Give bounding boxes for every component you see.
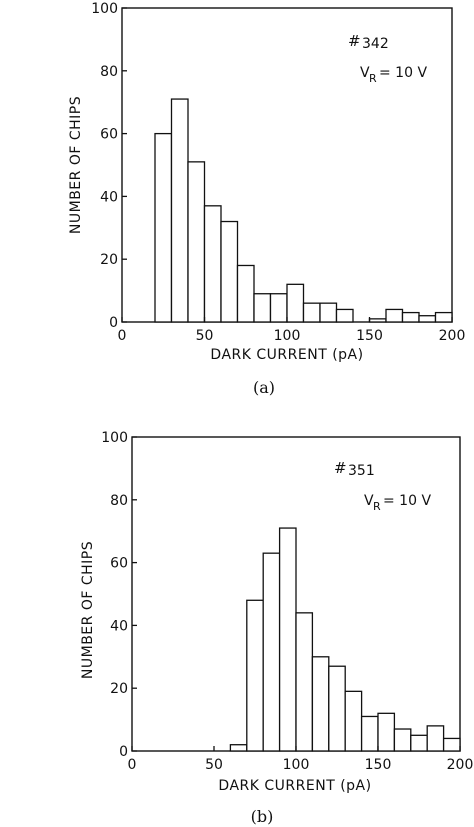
- bar-a-90: [269, 293, 288, 323]
- bar-a-60: [220, 220, 239, 323]
- bar-a-170: [401, 311, 420, 323]
- bar-a-30: [170, 98, 189, 323]
- bar-b-140: [360, 715, 379, 752]
- histogram-panel-a: 0 20 40 60 80 100 0 50 100 150 200 NUMBER OF CHIP…: [68, 1, 465, 397]
- bar-a-80: [253, 293, 272, 323]
- x-tick-label-b-0: 0: [128, 757, 137, 773]
- y-tick-label-b-40: 40: [110, 618, 128, 634]
- bars-b: [229, 527, 461, 752]
- bar-b-60: [229, 744, 248, 752]
- y-ticks-b: 0 20 40 60 80 100: [101, 430, 137, 760]
- svg-text:V: V: [364, 493, 374, 509]
- x-ticks-b: 0 50 100 150 200: [128, 746, 474, 773]
- bar-a-110: [302, 302, 321, 323]
- bar-a-20: [154, 132, 173, 323]
- svg-text:= 10 V: = 10 V: [383, 493, 431, 509]
- bar-a-150: [368, 318, 387, 323]
- bar-a-160: [385, 308, 404, 323]
- panel-caption-b: (b): [251, 807, 274, 826]
- y-axis-label-b: NUMBER OF CHIPS: [80, 541, 96, 679]
- annotation-sample-b: # 351: [334, 459, 375, 479]
- y-tick-label-b-20: 20: [110, 681, 128, 697]
- bar-a-100: [286, 283, 305, 323]
- y-axis-label-a: NUMBER OF CHIPS: [68, 96, 84, 234]
- y-tick-label-b-0: 0: [119, 744, 128, 760]
- annotation-sample-a: # 342: [348, 32, 389, 52]
- bar-b-100: [295, 612, 314, 752]
- bars-a: [154, 98, 453, 323]
- x-tick-label-b-100: 100: [283, 757, 310, 773]
- x-tick-label-a-50: 50: [196, 328, 214, 344]
- x-axis-label-a: DARK CURRENT (pA): [210, 347, 363, 363]
- annotation-voltage-a: V R = 10 V: [360, 65, 427, 85]
- x-tick-label-a-200: 200: [439, 328, 466, 344]
- svg-text:= 10 V: = 10 V: [379, 65, 427, 81]
- svg-text:V: V: [360, 65, 370, 81]
- svg-text:R: R: [373, 500, 381, 513]
- bar-a-130: [335, 308, 354, 323]
- bar-a-180: [418, 315, 437, 323]
- y-tick-label-b-100: 100: [101, 430, 128, 446]
- x-tick-label-b-200: 200: [447, 757, 474, 773]
- y-tick-label-a-40: 40: [100, 189, 118, 205]
- svg-text:#: #: [334, 459, 347, 477]
- bar-b-80: [262, 552, 281, 752]
- bar-b-170: [410, 734, 428, 752]
- bar-b-110: [311, 656, 330, 752]
- x-axis-label-b: DARK CURRENT (pA): [218, 778, 371, 794]
- svg-text:351: 351: [348, 463, 375, 479]
- bar-b-190: [442, 737, 461, 752]
- y-tick-label-a-20: 20: [100, 252, 118, 268]
- x-tick-label-b-50: 50: [205, 757, 223, 773]
- x-tick-label-a-100: 100: [274, 328, 301, 344]
- y-tick-label-a-60: 60: [100, 127, 118, 143]
- y-tick-label-a-100: 100: [91, 1, 118, 17]
- annotation-voltage-b: V R = 10 V: [364, 493, 431, 513]
- bar-b-90: [278, 527, 297, 752]
- bar-a-40: [187, 161, 206, 323]
- y-tick-label-a-0: 0: [109, 315, 118, 331]
- svg-text:R: R: [369, 72, 377, 85]
- histogram-panel-b: 0 20 40 60 80 100 0 50 100 150 200 NUMBER OF CHIP…: [80, 430, 473, 826]
- y-tick-label-b-60: 60: [110, 556, 128, 572]
- bar-b-180: [426, 725, 445, 752]
- bar-b-130: [344, 690, 363, 752]
- x-tick-label-a-150: 150: [356, 328, 383, 344]
- x-tick-label-b-150: 150: [365, 757, 392, 773]
- bar-a-120: [319, 302, 338, 323]
- svg-text:342: 342: [362, 36, 389, 52]
- x-tick-label-a-0: 0: [118, 328, 127, 344]
- bar-b-150: [377, 712, 396, 752]
- bar-a-190: [434, 311, 453, 323]
- bar-b-160: [393, 728, 412, 752]
- svg-text:#: #: [348, 32, 361, 50]
- y-tick-label-a-80: 80: [100, 64, 118, 80]
- y-ticks-a: 0 20 40 60 80 100: [91, 1, 127, 331]
- bar-b-120: [328, 665, 346, 752]
- y-tick-label-b-80: 80: [110, 493, 128, 509]
- x-ticks-a: 0 50 100 150 200: [118, 317, 466, 344]
- panel-caption-a: (a): [253, 378, 275, 397]
- bar-b-70: [246, 599, 264, 752]
- bar-a-70: [236, 264, 255, 323]
- bar-a-50: [203, 205, 222, 323]
